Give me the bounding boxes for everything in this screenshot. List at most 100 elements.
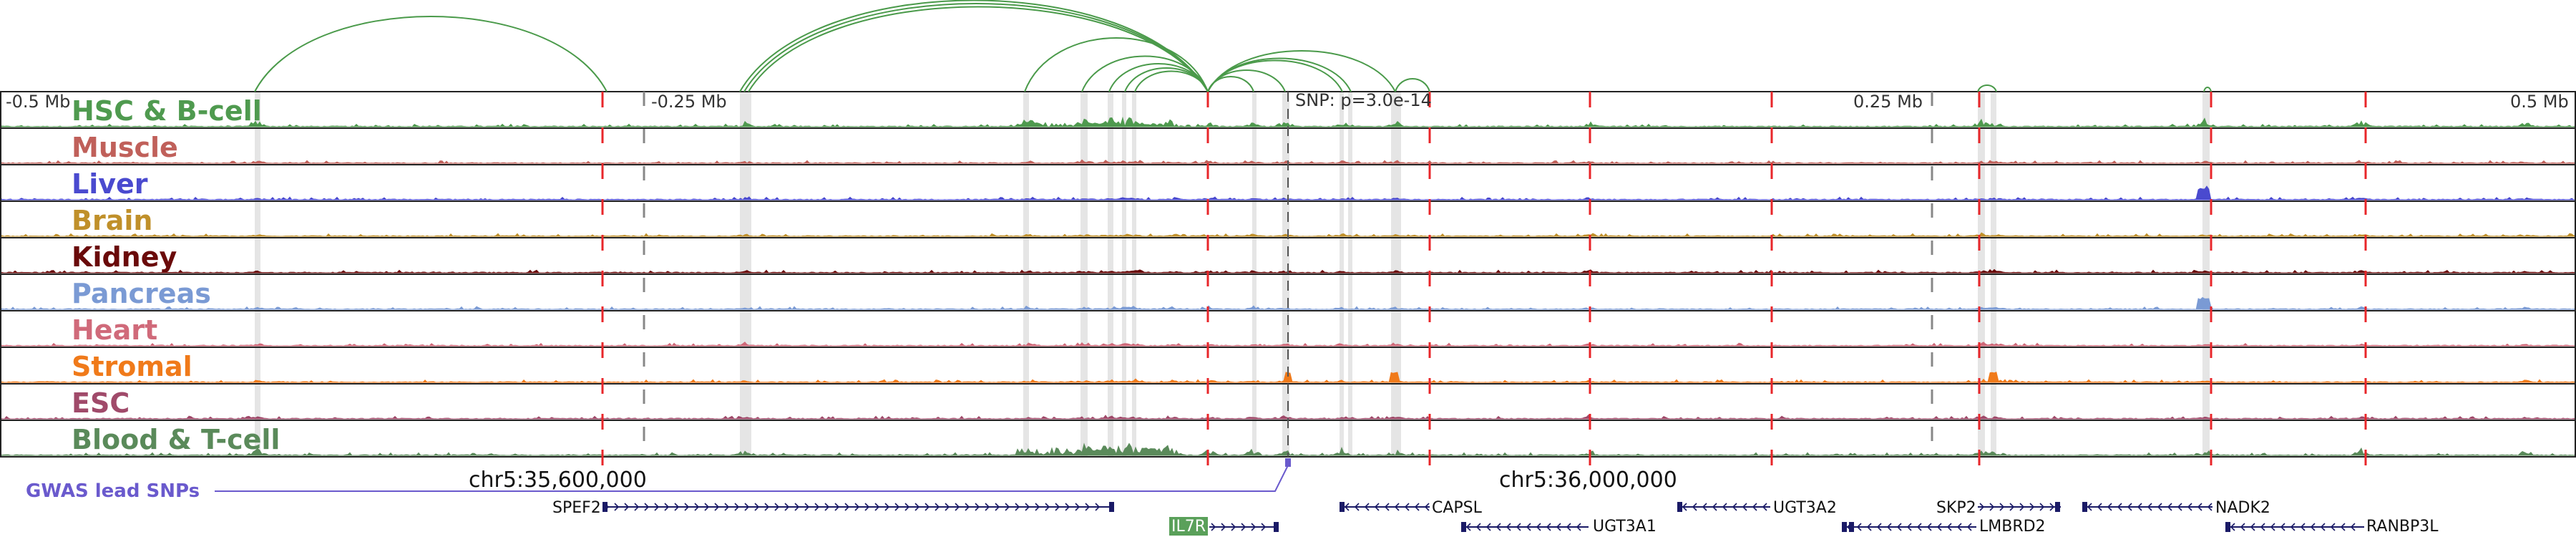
gene-lmbrd2	[1842, 522, 1976, 532]
strand-arrow	[814, 503, 820, 511]
strand-arrow	[704, 503, 710, 511]
gene-track	[602, 502, 2364, 532]
strand-arrow	[774, 503, 780, 511]
strand-arrow	[2167, 503, 2172, 511]
coordinate-label-35600000: chr5:35,600,000	[469, 468, 647, 493]
exon	[1849, 522, 1854, 532]
strand-arrow	[1956, 523, 1962, 531]
strand-arrow	[965, 503, 970, 511]
strand-arrow	[874, 503, 880, 511]
strand-arrow	[2300, 523, 2306, 531]
strand-arrow	[2097, 503, 2102, 511]
strand-arrow	[1241, 523, 1246, 531]
loop-arc	[1134, 70, 1209, 92]
gene-label-ranbp3l: RANBP3L	[2366, 518, 2439, 536]
loop-arc	[1081, 55, 1209, 92]
strand-arrow	[734, 503, 740, 511]
strand-arrow	[1231, 523, 1236, 531]
strand-arrow	[1906, 523, 1912, 531]
strand-arrow	[664, 503, 670, 511]
strand-arrow	[1211, 523, 1216, 531]
loop-arc	[1207, 76, 1254, 92]
strand-arrow	[644, 503, 650, 511]
strand-arrow	[1712, 503, 1717, 511]
strand-arrow	[1916, 523, 1922, 531]
strand-arrow	[1936, 523, 1942, 531]
strand-arrow	[2177, 503, 2182, 511]
strand-arrow	[2290, 523, 2296, 531]
gene-label-nadk2: NADK2	[2215, 499, 2270, 517]
exon	[2225, 522, 2230, 532]
strand-arrow	[1475, 523, 1481, 531]
strand-arrow	[1926, 523, 1932, 531]
gene-ugt3a1	[1461, 522, 1589, 532]
strand-arrow	[995, 503, 1000, 511]
strand-arrow	[1979, 503, 1985, 511]
strand-arrow	[2087, 503, 2092, 511]
strand-arrow	[2147, 503, 2152, 511]
strand-arrow	[1485, 523, 1491, 531]
exon	[1461, 522, 1466, 532]
ruler-tick-minus-0.5mb: -0.5 Mb	[6, 92, 70, 112]
gene-label-ugt3a2: UGT3A2	[1773, 499, 1837, 517]
gene-skp2	[1978, 502, 2061, 512]
strand-arrow	[2029, 503, 2035, 511]
track-label-esc: ESC	[72, 387, 130, 419]
strand-arrow	[1414, 503, 1420, 511]
strand-arrow	[2270, 523, 2275, 531]
strand-arrow	[1896, 523, 1902, 531]
strand-arrow	[844, 503, 850, 511]
exon	[1842, 522, 1847, 532]
exon	[1340, 502, 1345, 512]
strand-arrow	[1732, 503, 1737, 511]
gwas-lead-snps-label: GWAS lead SNPs	[26, 480, 200, 502]
gene-label-spef2: SPEF2	[552, 499, 601, 517]
strand-arrow	[1496, 523, 1501, 531]
strand-arrow	[985, 503, 990, 511]
strand-arrow	[1404, 503, 1410, 511]
track-label-pancreas: Pancreas	[72, 278, 211, 309]
strand-arrow	[1752, 503, 1757, 511]
loop-arc	[739, 0, 1209, 92]
strand-arrow	[824, 503, 830, 511]
strand-arrow	[945, 503, 950, 511]
strand-arrow	[914, 503, 920, 511]
gene-nadk2	[2082, 502, 2212, 512]
strand-arrow	[684, 503, 690, 511]
strand-arrow	[1394, 503, 1400, 511]
strand-arrow	[624, 503, 630, 511]
gene-label-skp2: SKP2	[1936, 499, 1976, 517]
strand-arrow	[1546, 523, 1551, 531]
strand-arrow	[1856, 523, 1862, 531]
gene-label-il7r: IL7R	[1171, 518, 1206, 536]
strand-arrow	[694, 503, 700, 511]
strand-arrow	[2137, 503, 2142, 511]
strand-arrow	[2107, 503, 2112, 511]
strand-arrow	[724, 503, 730, 511]
strand-arrow	[1465, 523, 1471, 531]
strand-arrow	[1005, 503, 1010, 511]
strand-arrow	[2187, 503, 2192, 511]
strand-arrow	[1374, 503, 1380, 511]
strand-arrow	[1762, 503, 1767, 511]
strand-arrow	[1364, 503, 1370, 511]
ruler-tick-plus-0.25mb: 0.25 Mb	[1853, 92, 1923, 112]
exon	[2055, 502, 2060, 512]
track-label-heart: Heart	[72, 314, 157, 346]
track-label-brain: Brain	[72, 205, 152, 236]
strand-arrow	[924, 503, 930, 511]
strand-arrow	[1075, 503, 1080, 511]
loop-arc	[1207, 57, 1352, 92]
strand-arrow	[955, 503, 960, 511]
strand-arrow	[1384, 503, 1390, 511]
strand-arrow	[2117, 503, 2122, 511]
strand-arrow	[1536, 523, 1541, 531]
strand-arrow	[1692, 503, 1697, 511]
il7r-label-box	[1169, 517, 1208, 536]
track-label-kidney: Kidney	[72, 241, 177, 273]
strand-arrow	[1015, 503, 1020, 511]
strand-arrow	[2019, 503, 2025, 511]
strand-arrow	[1886, 523, 1892, 531]
exon	[1274, 522, 1279, 532]
